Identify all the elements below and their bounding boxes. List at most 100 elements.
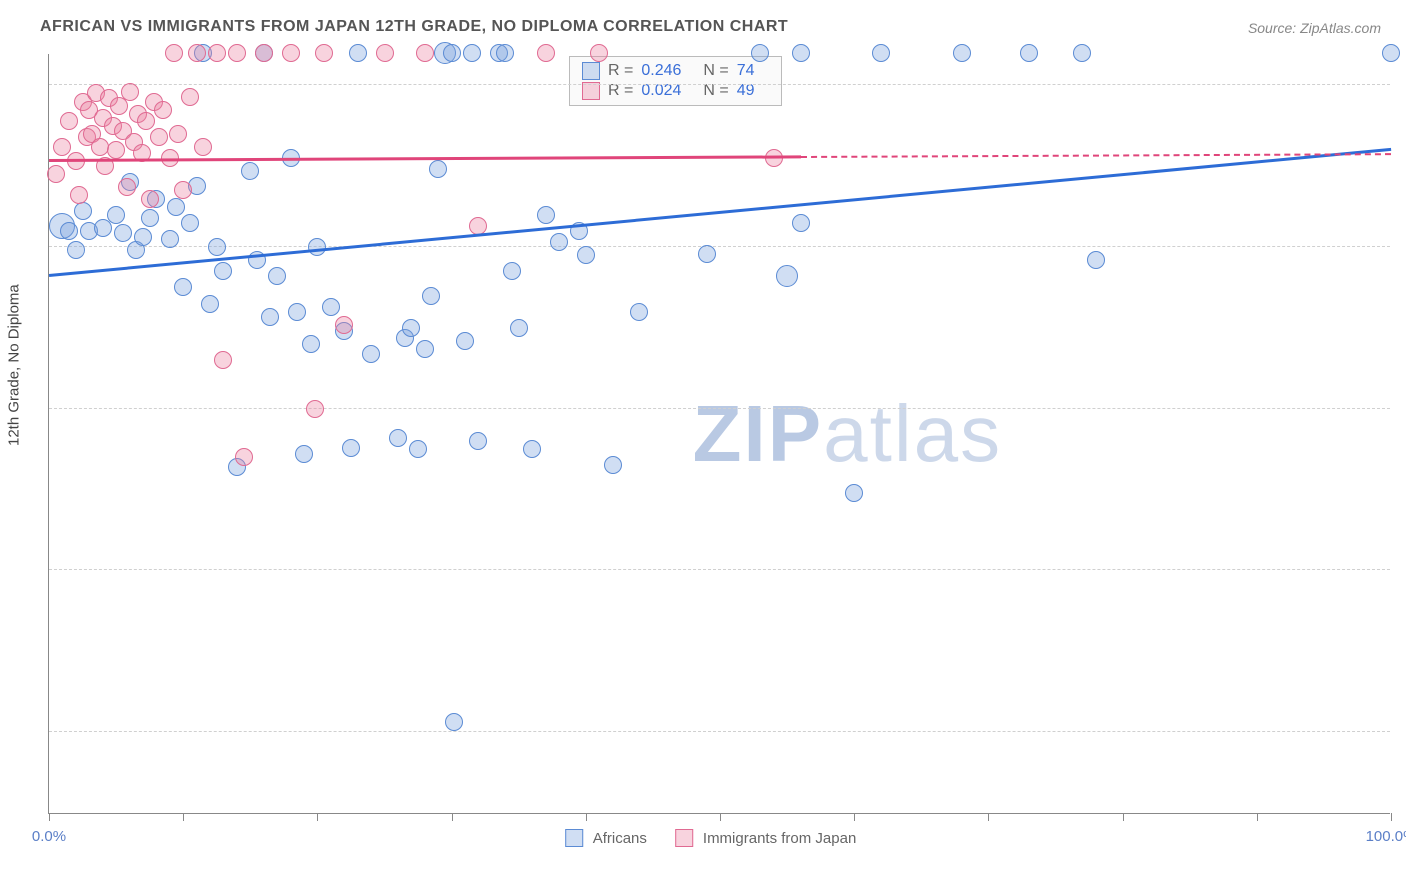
data-point bbox=[342, 439, 360, 457]
data-point bbox=[60, 112, 78, 130]
data-point bbox=[416, 44, 434, 62]
data-point bbox=[134, 228, 152, 246]
data-point bbox=[165, 44, 183, 62]
data-point bbox=[322, 298, 340, 316]
data-point bbox=[550, 233, 568, 251]
data-point bbox=[74, 202, 92, 220]
data-point bbox=[118, 178, 136, 196]
data-point bbox=[776, 265, 798, 287]
data-point bbox=[376, 44, 394, 62]
data-point bbox=[523, 440, 541, 458]
data-point bbox=[208, 44, 226, 62]
data-point bbox=[953, 44, 971, 62]
data-point bbox=[161, 230, 179, 248]
legend-n-label: N = bbox=[703, 62, 728, 80]
data-point bbox=[47, 165, 65, 183]
data-point bbox=[510, 319, 528, 337]
data-point bbox=[503, 262, 521, 280]
legend-series-label: Africans bbox=[593, 830, 647, 847]
data-point bbox=[469, 432, 487, 450]
legend-n-value: 74 bbox=[737, 62, 755, 80]
data-point bbox=[228, 44, 246, 62]
data-point bbox=[409, 440, 427, 458]
data-point bbox=[463, 44, 481, 62]
x-tick bbox=[1123, 813, 1124, 821]
data-point bbox=[150, 128, 168, 146]
data-point bbox=[604, 456, 622, 474]
y-axis-label: 12th Grade, No Diploma bbox=[6, 284, 23, 446]
data-point bbox=[698, 245, 716, 263]
data-point bbox=[181, 214, 199, 232]
data-point bbox=[1382, 44, 1400, 62]
x-tick bbox=[720, 813, 721, 821]
legend-swatch bbox=[675, 829, 693, 847]
legend-r-label: R = bbox=[608, 62, 633, 80]
x-tick bbox=[1257, 813, 1258, 821]
legend-swatch bbox=[565, 829, 583, 847]
data-point bbox=[577, 246, 595, 264]
data-point bbox=[181, 88, 199, 106]
data-point bbox=[67, 241, 85, 259]
legend-stat-row: R =0.246N =74 bbox=[582, 61, 769, 81]
data-point bbox=[537, 206, 555, 224]
data-point bbox=[590, 44, 608, 62]
data-point bbox=[308, 238, 326, 256]
data-point bbox=[765, 149, 783, 167]
data-point bbox=[141, 190, 159, 208]
data-point bbox=[255, 44, 273, 62]
data-point bbox=[315, 44, 333, 62]
data-point bbox=[872, 44, 890, 62]
x-tick bbox=[49, 813, 50, 821]
x-tick-label: 0.0% bbox=[32, 828, 66, 845]
legend-series: Africans Immigrants from Japan bbox=[565, 829, 875, 847]
data-point bbox=[1087, 251, 1105, 269]
data-point bbox=[1073, 44, 1091, 62]
data-point bbox=[214, 351, 232, 369]
data-point bbox=[60, 222, 78, 240]
data-point bbox=[70, 186, 88, 204]
data-point bbox=[445, 713, 463, 731]
x-tick bbox=[988, 813, 989, 821]
data-point bbox=[751, 44, 769, 62]
gridline bbox=[49, 569, 1390, 570]
data-point bbox=[416, 340, 434, 358]
data-point bbox=[443, 44, 461, 62]
data-point bbox=[402, 319, 420, 337]
data-point bbox=[456, 332, 474, 350]
watermark: ZIPatlas bbox=[693, 388, 1002, 480]
data-point bbox=[154, 101, 172, 119]
data-point bbox=[537, 44, 555, 62]
x-tick bbox=[317, 813, 318, 821]
data-point bbox=[389, 429, 407, 447]
data-point bbox=[422, 287, 440, 305]
x-tick bbox=[854, 813, 855, 821]
data-point bbox=[845, 484, 863, 502]
x-tick bbox=[586, 813, 587, 821]
data-point bbox=[94, 219, 112, 237]
data-point bbox=[114, 224, 132, 242]
data-point bbox=[349, 44, 367, 62]
data-point bbox=[107, 206, 125, 224]
data-point bbox=[214, 262, 232, 280]
source-attribution: Source: ZipAtlas.com bbox=[1248, 20, 1381, 36]
x-tick bbox=[1391, 813, 1392, 821]
data-point bbox=[241, 162, 259, 180]
data-point bbox=[261, 308, 279, 326]
data-point bbox=[362, 345, 380, 363]
data-point bbox=[167, 198, 185, 216]
data-point bbox=[282, 44, 300, 62]
data-point bbox=[91, 138, 109, 156]
gridline bbox=[49, 731, 1390, 732]
data-point bbox=[188, 44, 206, 62]
data-point bbox=[335, 316, 353, 334]
data-point bbox=[53, 138, 71, 156]
legend-series-label: Immigrants from Japan bbox=[703, 830, 856, 847]
data-point bbox=[1020, 44, 1038, 62]
data-point bbox=[141, 209, 159, 227]
data-point bbox=[169, 125, 187, 143]
data-point bbox=[137, 112, 155, 130]
data-point bbox=[288, 303, 306, 321]
gridline bbox=[49, 246, 1390, 247]
legend-swatch bbox=[582, 62, 600, 80]
data-point bbox=[630, 303, 648, 321]
